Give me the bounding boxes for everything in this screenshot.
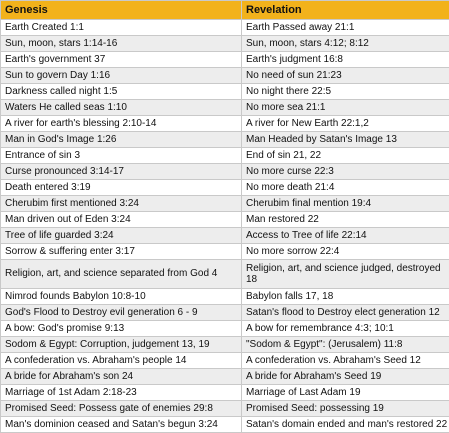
revelation-cell: "Sodom & Egypt": (Jerusalem) 11:8 (242, 337, 449, 353)
revelation-cell: Babylon falls 17, 18 (242, 289, 449, 305)
genesis-cell: Waters He called seas 1:10 (1, 100, 242, 116)
table-row: Tree of life guarded 3:24 Access to Tree… (1, 228, 449, 244)
revelation-cell: No more sea 21:1 (242, 100, 449, 116)
genesis-cell: Man's dominion ceased and Satan's begun … (1, 417, 242, 433)
table-row: Religion, art, and science separated fro… (1, 260, 449, 289)
revelation-cell: No more sorrow 22:4 (242, 244, 449, 260)
genesis-cell: Man driven out of Eden 3:24 (1, 212, 242, 228)
genesis-cell: Darkness called night 1:5 (1, 84, 242, 100)
table-row: Man driven out of Eden 3:24 Man restored… (1, 212, 449, 228)
revelation-cell: Man restored 22 (242, 212, 449, 228)
revelation-cell: Promised Seed: possessing 19 (242, 401, 449, 417)
revelation-cell: Sun, moon, stars 4:12; 8:12 (242, 36, 449, 52)
genesis-cell: Earth Created 1:1 (1, 20, 242, 36)
genesis-cell: Death entered 3:19 (1, 180, 242, 196)
revelation-cell: Satan's flood to Destroy elect generatio… (242, 305, 449, 321)
genesis-cell: Entrance of sin 3 (1, 148, 242, 164)
revelation-cell: A confederation vs. Abraham's Seed 12 (242, 353, 449, 369)
table-row: Cherubim first mentioned 3:24 Cherubim f… (1, 196, 449, 212)
revelation-cell: Religion, art, and science judged, destr… (242, 260, 449, 289)
table-row: Sun, moon, stars 1:14-16 Sun, moon, star… (1, 36, 449, 52)
table-row: Man's dominion ceased and Satan's begun … (1, 417, 449, 433)
revelation-cell: Earth Passed away 21:1 (242, 20, 449, 36)
table-row: Sodom & Egypt: Corruption, judgement 13,… (1, 337, 449, 353)
table-row: Entrance of sin 3 End of sin 21, 22 (1, 148, 449, 164)
genesis-cell: Cherubim first mentioned 3:24 (1, 196, 242, 212)
genesis-cell: A bride for Abraham's son 24 (1, 369, 242, 385)
genesis-cell: Sodom & Egypt: Corruption, judgement 13,… (1, 337, 242, 353)
genesis-cell: Religion, art, and science separated fro… (1, 260, 242, 289)
genesis-cell: A river for earth's blessing 2:10-14 (1, 116, 242, 132)
revelation-cell: Access to Tree of life 22:14 (242, 228, 449, 244)
genesis-cell: Sun to govern Day 1:16 (1, 68, 242, 84)
genesis-cell: Promised Seed: Possess gate of enemies 2… (1, 401, 242, 417)
table-row: A confederation vs. Abraham's people 14 … (1, 353, 449, 369)
table-row: Sun to govern Day 1:16 No need of sun 21… (1, 68, 449, 84)
table-row: A river for earth's blessing 2:10-14 A r… (1, 116, 449, 132)
genesis-cell: Sorrow & suffering enter 3:17 (1, 244, 242, 260)
revelation-cell: A bride for Abraham's Seed 19 (242, 369, 449, 385)
table-row: Earth's government 37 Earth's judgment 1… (1, 52, 449, 68)
revelation-cell: Cherubim final mention 19:4 (242, 196, 449, 212)
genesis-cell: God's Flood to Destroy evil generation 6… (1, 305, 242, 321)
revelation-cell: Satan's domain ended and man's restored … (242, 417, 449, 433)
table-row: Death entered 3:19 No more death 21:4 (1, 180, 449, 196)
revelation-cell: No night there 22:5 (242, 84, 449, 100)
table-header-row: Genesis Revelation (1, 1, 449, 20)
table-row: Promised Seed: Possess gate of enemies 2… (1, 401, 449, 417)
revelation-cell: Earth's judgment 16:8 (242, 52, 449, 68)
header-revelation: Revelation (242, 1, 449, 20)
table-row: Man in God's Image 1:26 Man Headed by Sa… (1, 132, 449, 148)
revelation-cell: A bow for remembrance 4:3; 10:1 (242, 321, 449, 337)
revelation-cell: No need of sun 21:23 (242, 68, 449, 84)
revelation-cell: Man Headed by Satan's Image 13 (242, 132, 449, 148)
revelation-cell: End of sin 21, 22 (242, 148, 449, 164)
genesis-cell: A confederation vs. Abraham's people 14 (1, 353, 242, 369)
revelation-cell: A river for New Earth 22:1,2 (242, 116, 449, 132)
table-row: Curse pronounced 3:14-17 No more curse 2… (1, 164, 449, 180)
table-row: Darkness called night 1:5 No night there… (1, 84, 449, 100)
table-row: A bow: God's promise 9:13 A bow for reme… (1, 321, 449, 337)
genesis-cell: Curse pronounced 3:14-17 (1, 164, 242, 180)
genesis-cell: Marriage of 1st Adam 2:18-23 (1, 385, 242, 401)
genesis-cell: Nimrod founds Babylon 10:8-10 (1, 289, 242, 305)
genesis-cell: Man in God's Image 1:26 (1, 132, 242, 148)
revelation-cell: No more curse 22:3 (242, 164, 449, 180)
table-row: Nimrod founds Babylon 10:8-10 Babylon fa… (1, 289, 449, 305)
table-row: A bride for Abraham's son 24 A bride for… (1, 369, 449, 385)
table-row: Marriage of 1st Adam 2:18-23 Marriage of… (1, 385, 449, 401)
table-row: Waters He called seas 1:10 No more sea 2… (1, 100, 449, 116)
genesis-cell: A bow: God's promise 9:13 (1, 321, 242, 337)
genesis-cell: Tree of life guarded 3:24 (1, 228, 242, 244)
genesis-cell: Sun, moon, stars 1:14-16 (1, 36, 242, 52)
revelation-cell: Marriage of Last Adam 19 (242, 385, 449, 401)
table-row: God's Flood to Destroy evil generation 6… (1, 305, 449, 321)
table-row: Earth Created 1:1 Earth Passed away 21:1 (1, 20, 449, 36)
header-genesis: Genesis (1, 1, 242, 20)
genesis-cell: Earth's government 37 (1, 52, 242, 68)
table-row: Sorrow & suffering enter 3:17 No more so… (1, 244, 449, 260)
revelation-cell: No more death 21:4 (242, 180, 449, 196)
